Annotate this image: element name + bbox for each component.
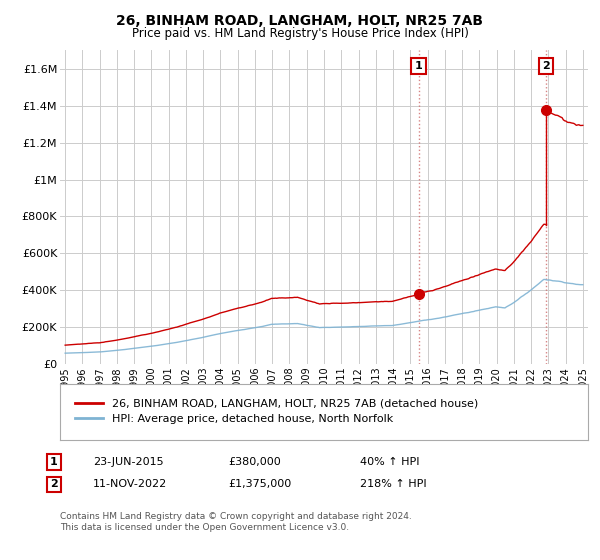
Legend: 26, BINHAM ROAD, LANGHAM, HOLT, NR25 7AB (detached house), HPI: Average price, d: 26, BINHAM ROAD, LANGHAM, HOLT, NR25 7AB… xyxy=(71,394,482,429)
Text: 2: 2 xyxy=(542,61,550,71)
Text: 23-JUN-2015: 23-JUN-2015 xyxy=(93,457,164,467)
Text: 1: 1 xyxy=(50,457,58,467)
Text: 2: 2 xyxy=(50,479,58,489)
Text: 218% ↑ HPI: 218% ↑ HPI xyxy=(360,479,427,489)
Text: 1: 1 xyxy=(415,61,422,71)
Text: 11-NOV-2022: 11-NOV-2022 xyxy=(93,479,167,489)
Text: 26, BINHAM ROAD, LANGHAM, HOLT, NR25 7AB: 26, BINHAM ROAD, LANGHAM, HOLT, NR25 7AB xyxy=(116,14,484,28)
Text: £1,375,000: £1,375,000 xyxy=(228,479,291,489)
Text: £380,000: £380,000 xyxy=(228,457,281,467)
Text: Price paid vs. HM Land Registry's House Price Index (HPI): Price paid vs. HM Land Registry's House … xyxy=(131,27,469,40)
Text: 40% ↑ HPI: 40% ↑ HPI xyxy=(360,457,419,467)
Text: Contains HM Land Registry data © Crown copyright and database right 2024.
This d: Contains HM Land Registry data © Crown c… xyxy=(60,512,412,532)
